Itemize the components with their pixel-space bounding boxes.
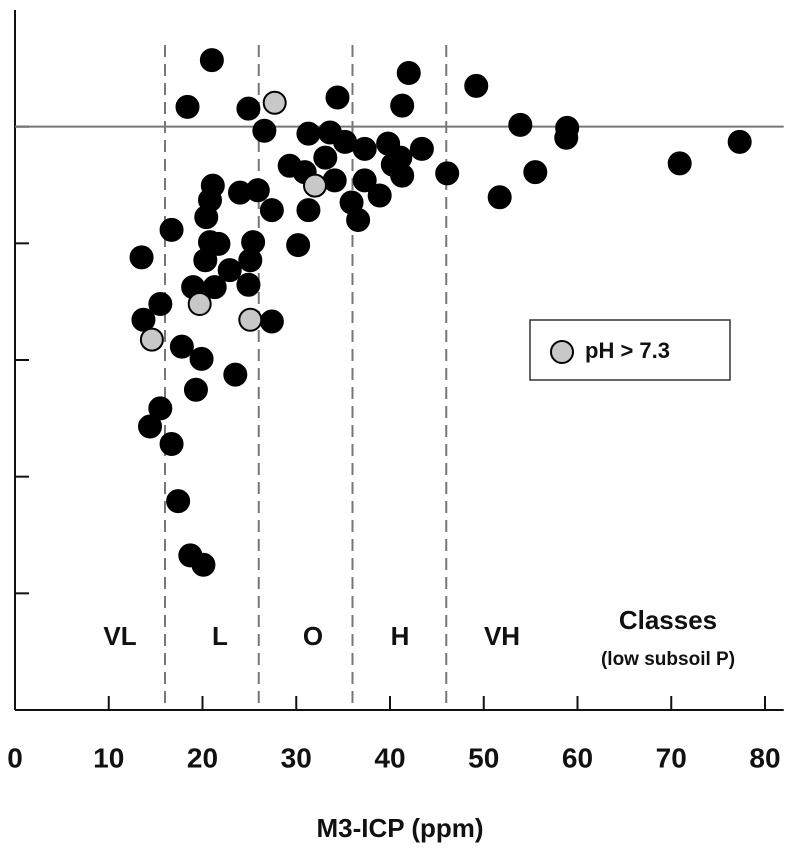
data-point xyxy=(259,198,284,223)
data-point xyxy=(187,292,212,316)
data-point xyxy=(159,217,184,242)
data-point xyxy=(252,118,277,143)
class-label: H xyxy=(391,621,410,651)
data-point xyxy=(435,161,460,186)
data-point xyxy=(193,248,218,273)
data-point xyxy=(202,275,227,300)
x-tick-label: 30 xyxy=(281,742,312,773)
data-point xyxy=(159,432,184,456)
legend-marker xyxy=(550,340,574,364)
data-point xyxy=(508,112,533,137)
legend-label: pH > 7.3 xyxy=(585,338,670,363)
x-tick-label: 50 xyxy=(468,742,499,773)
data-point xyxy=(409,136,434,161)
x-tick-label: 10 xyxy=(93,742,124,773)
data-point xyxy=(667,151,692,176)
data-point xyxy=(296,198,321,223)
class-label: (low subsoil P) xyxy=(601,649,735,670)
data-point xyxy=(352,168,377,193)
data-point xyxy=(148,396,173,421)
x-axis-label: M3-ICP (ppm) xyxy=(316,813,483,843)
data-point xyxy=(148,292,173,316)
data-point xyxy=(183,377,208,402)
data-point xyxy=(303,173,327,198)
class-label: O xyxy=(303,621,323,651)
data-point xyxy=(367,183,392,208)
data-point xyxy=(169,334,194,359)
x-tick-label: 40 xyxy=(374,742,405,773)
data-point xyxy=(325,85,350,110)
x-tick-label: 80 xyxy=(749,742,780,773)
data-point xyxy=(131,307,156,332)
data-point xyxy=(346,208,371,232)
data-point xyxy=(286,233,311,258)
data-point xyxy=(175,94,200,119)
data-point xyxy=(189,346,214,371)
data-point xyxy=(554,125,579,150)
x-tick-label: 70 xyxy=(656,742,687,773)
class-label: L xyxy=(212,621,228,651)
legend-box xyxy=(529,319,731,381)
data-point xyxy=(245,178,270,203)
data-point xyxy=(259,309,284,334)
data-point xyxy=(139,327,164,352)
data-point xyxy=(236,272,261,297)
data-point xyxy=(236,96,261,121)
x-tick-label: 60 xyxy=(562,742,593,773)
data-point xyxy=(238,307,263,332)
class-label: Classes xyxy=(619,605,717,635)
data-point xyxy=(262,90,287,115)
data-point xyxy=(313,145,338,170)
class-label: VL xyxy=(103,621,136,651)
data-point xyxy=(206,231,231,256)
data-point xyxy=(390,93,415,118)
data-point xyxy=(352,136,377,161)
data-point xyxy=(138,414,162,439)
data-point xyxy=(129,245,154,270)
data-point xyxy=(727,129,752,154)
data-point xyxy=(523,160,548,185)
data-point xyxy=(296,121,321,146)
data-point xyxy=(487,185,512,210)
data-point xyxy=(464,73,489,98)
data-point xyxy=(322,168,347,193)
class-label: VH xyxy=(484,621,520,651)
data-point xyxy=(238,248,263,273)
data-point xyxy=(217,258,242,283)
data-point xyxy=(390,163,415,188)
data-point xyxy=(396,61,421,85)
data-point xyxy=(223,362,248,387)
data-point xyxy=(166,489,191,514)
x-tick-label: 0 xyxy=(7,742,23,773)
x-tick-label: 20 xyxy=(187,742,218,773)
data-point xyxy=(194,205,219,230)
data-point xyxy=(199,48,224,73)
data-point xyxy=(191,552,216,577)
data-point xyxy=(333,129,357,154)
